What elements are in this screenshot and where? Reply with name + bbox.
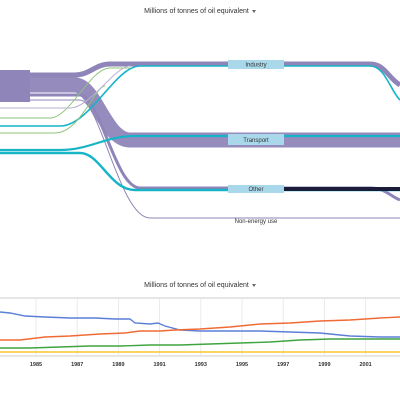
node-transport-box[interactable] xyxy=(228,134,284,145)
node-industry-box[interactable] xyxy=(228,60,284,69)
flow-teal-other[interactable] xyxy=(0,151,400,192)
flow-band-other-purple[interactable] xyxy=(0,93,400,202)
sankey-title-text: Millions of tonnes of oil equivalent xyxy=(144,8,249,15)
flow-teal-transport[interactable] xyxy=(0,134,400,152)
node-other-label: Other xyxy=(248,187,263,193)
x-tick-label: 1989 xyxy=(112,362,124,368)
sankey-nodes: Industry Transport Other Non-energy use xyxy=(228,60,284,225)
chevron-down-icon[interactable] xyxy=(251,283,256,287)
node-nonenergy-label: Non-energy use xyxy=(235,219,278,225)
sankey-title[interactable]: Millions of tonnes of oil equivalent xyxy=(0,8,400,15)
flow-green-1[interactable] xyxy=(0,67,130,119)
line-chart-title-text: Millions of tonnes of oil equivalent xyxy=(144,282,249,289)
line-chart: 1985 1987 1989 1991 1993 1995 1997 1999 2001 xyxy=(0,297,400,368)
flow-band-transport[interactable] xyxy=(0,77,400,148)
x-tick-label: 2001 xyxy=(359,362,371,368)
x-tick-label: 1999 xyxy=(318,362,330,368)
node-industry-label: Industry xyxy=(245,63,266,69)
source-block[interactable] xyxy=(0,70,30,102)
line-chart-title[interactable]: Millions of tonnes of oil equivalent xyxy=(0,282,400,289)
x-tick-labels: 1985 1987 1989 1991 1993 1995 1997 1999 2001 xyxy=(30,362,372,368)
sankey-flows xyxy=(0,61,400,219)
node-transport-label: Transport xyxy=(243,138,269,144)
series-blue-line[interactable] xyxy=(0,311,400,338)
vertical-gridlines xyxy=(35,298,367,356)
x-tick-label: 1993 xyxy=(195,362,207,368)
series-green-line[interactable] xyxy=(0,338,400,349)
series-orange-line[interactable] xyxy=(0,316,400,341)
x-tick-label: 1987 xyxy=(71,362,83,368)
x-tick-label: 1997 xyxy=(277,362,289,368)
flow-band-industry[interactable] xyxy=(0,61,400,88)
flow-purple-thin[interactable] xyxy=(0,65,131,109)
node-other-box[interactable] xyxy=(228,185,284,193)
flow-dark-bar[interactable] xyxy=(283,187,400,191)
x-tick-label: 1995 xyxy=(236,362,248,368)
chevron-down-icon[interactable] xyxy=(251,9,256,13)
x-tick-label: 1991 xyxy=(153,362,165,368)
x-tick-label: 1985 xyxy=(30,362,42,368)
flow-band-nonenergy[interactable] xyxy=(0,99,400,219)
